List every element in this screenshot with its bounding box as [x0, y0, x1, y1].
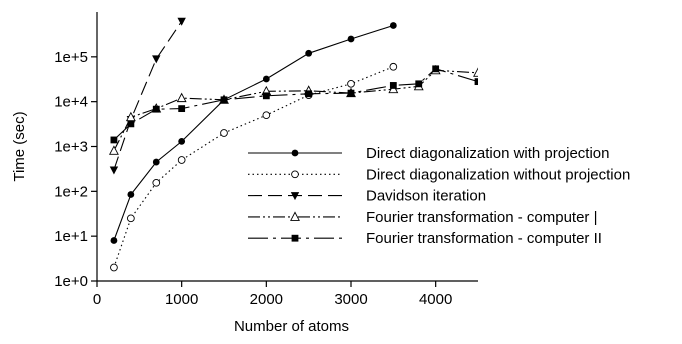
legend-entry: Direct diagonalization with projection	[248, 145, 609, 162]
data-point	[127, 191, 135, 198]
y-tick-label: 1e+4	[54, 94, 88, 111]
legend-swatch-marker	[290, 192, 300, 201]
axis-ticks: 1e+0 1e+1 1e+2 1e+3 1e+4 1e+5 0 1000 2000 3000 400…	[54, 49, 452, 308]
data-point	[347, 35, 355, 43]
series-line	[113, 20, 183, 171]
data-point	[415, 80, 423, 88]
data-point	[127, 120, 135, 128]
legend-swatch-marker	[291, 170, 299, 179]
data-point	[176, 92, 187, 103]
y-tick-label: 1e+3	[54, 139, 88, 156]
series-line	[113, 68, 478, 141]
data-point	[177, 17, 186, 26]
data-point	[109, 166, 119, 175]
legend-entry: Direct diagonalization without projectio…	[248, 166, 630, 183]
y-tick-label: 1e+0	[54, 273, 88, 290]
data-point	[127, 214, 135, 223]
data-point	[152, 158, 160, 166]
data-point	[305, 49, 313, 57]
data-point	[152, 55, 161, 64]
data-point	[178, 137, 186, 145]
y-tick-label: 1e+5	[54, 49, 88, 66]
legend-background	[243, 139, 479, 252]
data-point	[110, 263, 118, 272]
legend-label: Direct diagonalization without projectio…	[366, 166, 630, 183]
legend: Direct diagonalization with projection Di…	[248, 145, 630, 247]
data-point	[110, 237, 118, 244]
series-line	[113, 69, 478, 152]
legend-swatch-marker	[291, 234, 299, 242]
data-point	[152, 178, 161, 187]
data-point	[262, 92, 270, 100]
legend-entry: Fourier transformation - computer |	[248, 209, 597, 226]
x-axis-title: Number of atoms	[234, 318, 349, 335]
x-tick-label: 3000	[334, 291, 367, 308]
data-point	[473, 67, 478, 77]
legend-swatch-marker	[290, 211, 300, 221]
series	[109, 17, 186, 175]
plot-area	[108, 17, 479, 272]
data-point	[305, 90, 313, 98]
y-tick-label: 1e+1	[54, 228, 88, 245]
data-point	[389, 82, 397, 89]
x-tick-label: 4000	[419, 291, 452, 308]
legend-entry: Davidson iteration	[248, 188, 486, 205]
data-point	[389, 62, 398, 71]
data-point	[262, 111, 271, 120]
data-point	[432, 65, 440, 73]
data-point	[262, 75, 270, 83]
data-point	[474, 78, 478, 86]
legend-label: Fourier transformation - computer |	[366, 209, 597, 226]
legend-label: Direct diagonalization with projection	[366, 145, 609, 162]
data-point	[108, 145, 119, 155]
data-point	[389, 22, 397, 29]
data-point	[178, 105, 186, 113]
y-axis-title: Time (sec)	[11, 111, 28, 181]
x-tick-label: 1000	[165, 291, 198, 308]
data-point	[177, 156, 186, 164]
legend-swatch-marker	[291, 149, 299, 157]
data-point	[220, 129, 228, 137]
data-point	[347, 79, 355, 88]
legend-label: Fourier transformation - computer II	[366, 230, 602, 247]
data-point	[110, 136, 118, 144]
x-tick-label: 2000	[250, 291, 283, 308]
x-tick-label: 0	[93, 291, 101, 308]
data-point	[347, 89, 355, 97]
series	[110, 65, 478, 144]
data-point	[152, 105, 160, 113]
legend-entry: Fourier transformation - computer II	[248, 230, 602, 247]
data-point	[220, 96, 228, 104]
legend-label: Davidson iteration	[366, 188, 486, 205]
y-tick-label: 1e+2	[54, 183, 88, 200]
